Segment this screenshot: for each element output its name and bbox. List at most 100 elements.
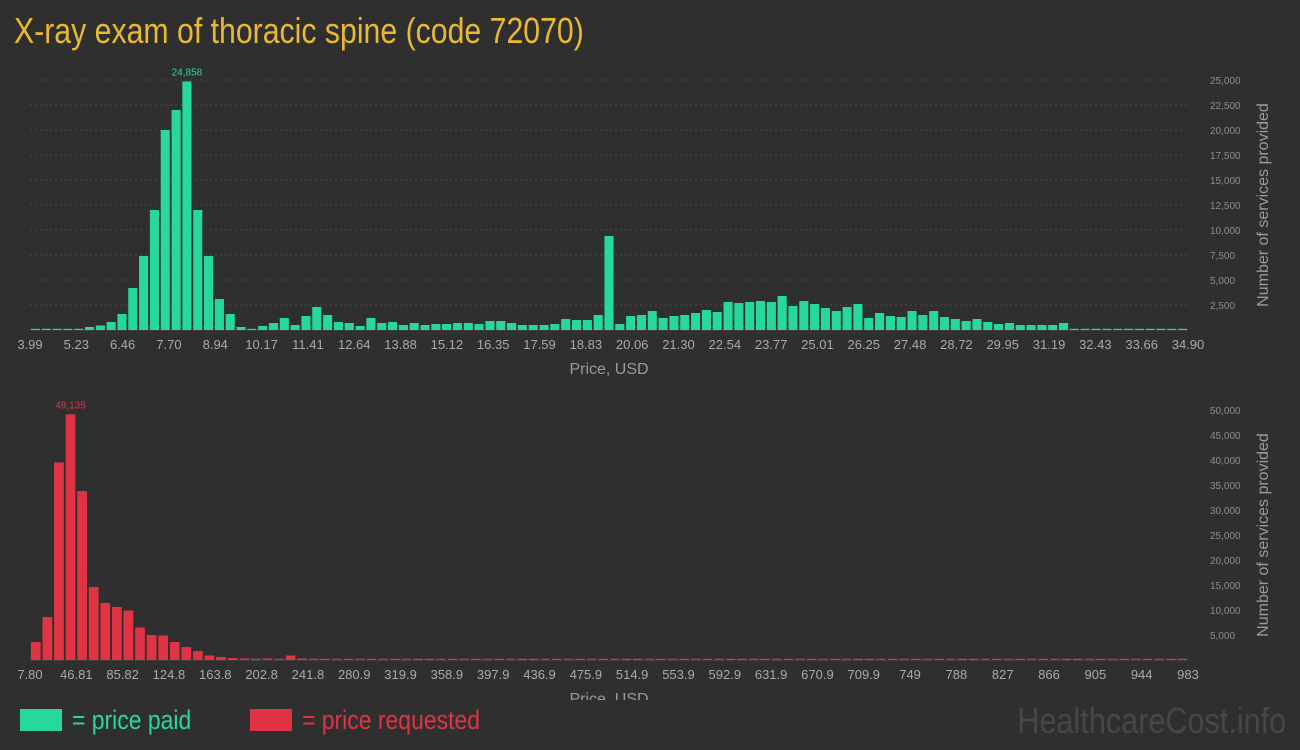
bar — [332, 658, 342, 660]
bar — [204, 256, 214, 330]
x-tick-label: 27.48 — [894, 337, 927, 352]
x-tick-label: 319.9 — [384, 667, 417, 682]
bar — [609, 658, 620, 660]
x-tick-label: 17.59 — [523, 337, 556, 352]
bar — [30, 328, 40, 330]
y-tick-label: 5,000 — [1210, 276, 1235, 287]
x-tick-label: 631.9 — [755, 667, 788, 682]
x-tick-label: 46.81 — [60, 667, 93, 682]
bar — [788, 306, 798, 330]
bar — [111, 607, 122, 660]
bar — [1165, 658, 1176, 660]
bar — [323, 315, 333, 330]
bar — [983, 322, 993, 330]
bar — [436, 658, 446, 660]
y-tick-label: 10,000 — [1210, 226, 1241, 237]
legend-requested-swatch — [250, 709, 292, 731]
x-tick-label: 670.9 — [801, 667, 834, 682]
x-tick-label: 5.23 — [64, 337, 89, 352]
x-tick-label: 827 — [992, 667, 1014, 682]
bar — [864, 318, 874, 330]
bar — [734, 303, 744, 330]
bar — [389, 658, 400, 660]
bar — [934, 658, 944, 660]
bar — [431, 324, 441, 330]
x-axis-title: Price, USD — [569, 691, 648, 700]
x-tick-label: 25.01 — [801, 337, 834, 352]
bar — [701, 310, 711, 330]
bar — [355, 658, 365, 660]
bar — [748, 658, 759, 660]
bar — [420, 325, 430, 330]
bar — [552, 658, 562, 660]
y-tick-label: 30,000 — [1210, 506, 1241, 517]
bar — [669, 316, 679, 330]
bar — [247, 328, 257, 330]
bar — [899, 658, 910, 660]
y-tick-label: 25,000 — [1210, 531, 1241, 542]
bar — [876, 658, 886, 660]
bar — [225, 314, 235, 330]
x-tick-label: 32.43 — [1079, 337, 1112, 352]
bar — [841, 658, 852, 660]
bar — [262, 658, 273, 660]
bar — [517, 325, 527, 330]
bar — [896, 317, 906, 330]
bar — [149, 210, 160, 330]
bar — [864, 658, 875, 660]
bar — [853, 304, 863, 330]
bar — [274, 658, 284, 660]
y-tick-label: 5,000 — [1210, 631, 1235, 642]
bar — [586, 658, 597, 660]
y-tick-label: 25,000 — [1210, 76, 1241, 87]
bar — [1134, 328, 1144, 330]
bar — [745, 302, 755, 330]
bar — [571, 320, 582, 330]
y-tick-label: 7,500 — [1210, 251, 1235, 262]
bar — [63, 328, 73, 330]
bar — [593, 315, 603, 330]
x-tick-label: 709.9 — [847, 667, 880, 682]
bar — [1167, 328, 1177, 330]
price-paid-histogram: 24,858 3.99 5.23 6.46 7.70 8.94 10.17 11.41 12.6… — [17, 67, 1272, 378]
bar — [250, 658, 261, 660]
x-tick-label: 202.8 — [245, 667, 278, 682]
bar — [1003, 658, 1014, 660]
x-tick-label: 29.95 — [986, 337, 1019, 352]
bar — [182, 81, 192, 330]
bar — [485, 321, 495, 330]
bar — [409, 323, 419, 330]
bar — [1131, 658, 1141, 660]
x-tick-label: 28.72 — [940, 337, 973, 352]
x-tick-label: 905 — [1085, 667, 1107, 682]
x-tick-label: 26.25 — [847, 337, 880, 352]
x-tick-label: 33.66 — [1125, 337, 1158, 352]
x-tick-label: 163.8 — [199, 667, 232, 682]
bar — [463, 323, 473, 330]
x-tick-label: 397.9 — [477, 667, 510, 682]
bar — [135, 627, 145, 660]
bar — [922, 658, 933, 660]
bar — [1123, 328, 1134, 330]
bar — [1178, 328, 1188, 330]
bar — [285, 655, 296, 660]
bar — [413, 658, 423, 660]
bar — [691, 313, 701, 330]
bar — [755, 301, 766, 330]
bar — [621, 658, 632, 660]
bar — [853, 658, 863, 660]
bar — [84, 327, 95, 330]
bar — [582, 320, 592, 330]
bar — [216, 657, 226, 660]
bar — [1113, 328, 1123, 330]
bar — [980, 658, 991, 660]
bar — [992, 658, 1002, 660]
bar — [52, 328, 62, 330]
y-tick-label: 20,000 — [1210, 126, 1241, 137]
bar — [214, 299, 224, 330]
bar — [604, 236, 614, 330]
bar — [517, 658, 528, 660]
bar — [169, 642, 180, 660]
bar — [766, 302, 776, 330]
bar — [1048, 325, 1058, 330]
